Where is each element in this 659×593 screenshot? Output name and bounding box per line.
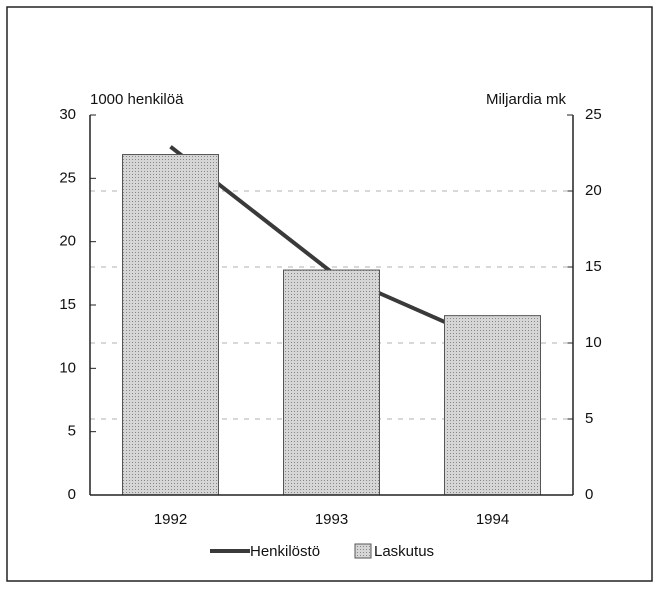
y-tick-label: 25 (59, 169, 76, 186)
y-tick-label: 20 (59, 233, 76, 250)
y2-tick-label: 10 (585, 334, 602, 351)
x-tick-label: 1993 (315, 511, 348, 528)
y-tick-label: 30 (59, 106, 76, 123)
frame (6, 6, 653, 582)
y2-tick-label: 20 (585, 182, 602, 199)
y-tick-label: 0 (68, 486, 76, 503)
bar (444, 315, 541, 496)
y-tick-label: 10 (59, 359, 76, 376)
y-axis-label: 1000 henkilöä (90, 91, 184, 108)
y2-tick-label: 25 (585, 106, 602, 123)
x-tick-label: 1994 (476, 511, 509, 528)
legend-label: Laskutus (374, 543, 434, 560)
y2-tick-label: 15 (585, 258, 602, 275)
y2-axis-label: Miljardia mk (486, 91, 567, 108)
bar (283, 269, 380, 496)
x-tick-label: 1992 (154, 511, 187, 528)
y2-tick-label: 5 (585, 410, 593, 427)
legend-label: Henkilöstö (250, 543, 320, 560)
legend-swatch (354, 543, 372, 559)
bar (122, 154, 219, 496)
y-tick-label: 15 (59, 296, 76, 313)
y-tick-label: 5 (68, 423, 76, 440)
y2-tick-label: 0 (585, 486, 593, 503)
